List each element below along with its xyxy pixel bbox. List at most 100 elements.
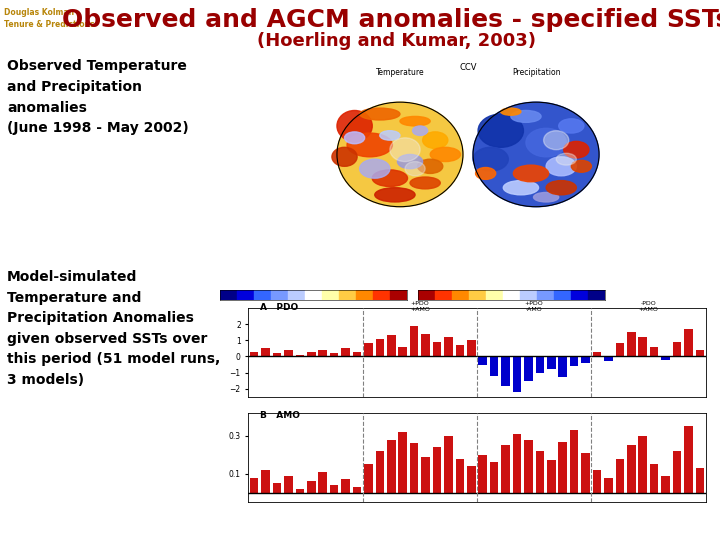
Text: Douglas Kolman: Douglas Kolman [4, 8, 73, 17]
Ellipse shape [473, 147, 508, 171]
Bar [469, 290, 486, 300]
Bar [536, 290, 554, 300]
Bar [250, 477, 258, 492]
Bar [356, 290, 373, 300]
Bar [501, 356, 510, 386]
Bar [284, 476, 293, 492]
Bar [639, 337, 647, 356]
Bar [604, 477, 613, 492]
Bar [318, 472, 327, 492]
Ellipse shape [347, 133, 392, 157]
Ellipse shape [511, 111, 541, 123]
Bar [684, 427, 693, 492]
Text: Precipitation: Precipitation [512, 68, 560, 77]
Ellipse shape [556, 153, 577, 165]
Bar [503, 290, 520, 300]
Text: Observed Temperature
and Precipitation
anomalies
(June 1998 - May 2002): Observed Temperature and Precipitation a… [7, 59, 189, 135]
Bar [547, 461, 556, 492]
Bar [376, 339, 384, 356]
Bar [593, 352, 601, 356]
Bar [373, 290, 390, 300]
Bar [376, 451, 384, 492]
Bar [273, 353, 282, 356]
Bar [547, 356, 556, 369]
Bar [261, 348, 270, 356]
Bar [513, 356, 521, 392]
Bar [456, 345, 464, 356]
Bar [418, 290, 435, 300]
Ellipse shape [572, 160, 592, 172]
Ellipse shape [405, 161, 426, 176]
Bar [220, 290, 237, 300]
Bar [490, 356, 498, 376]
Bar [398, 347, 407, 356]
Bar [581, 356, 590, 363]
Text: Observed and AGCM anomalies - specified SSTs: Observed and AGCM anomalies - specified … [62, 8, 720, 32]
Polygon shape [337, 102, 463, 207]
Bar [696, 350, 704, 356]
Ellipse shape [372, 170, 408, 186]
Bar [273, 483, 282, 492]
Bar [650, 347, 659, 356]
Ellipse shape [501, 108, 521, 115]
Bar [305, 290, 322, 300]
Text: Tenure & Predictions: Tenure & Predictions [4, 20, 94, 29]
Bar [661, 476, 670, 492]
Bar [520, 290, 536, 300]
Text: A   PDO: A PDO [260, 303, 298, 312]
Bar [295, 355, 304, 356]
Ellipse shape [423, 132, 448, 148]
Bar [444, 436, 453, 492]
Text: B   AMO: B AMO [260, 411, 300, 420]
Bar [627, 332, 636, 356]
Bar [288, 290, 305, 300]
Ellipse shape [546, 180, 577, 195]
Bar [261, 470, 270, 492]
Bar [338, 290, 356, 300]
Bar [650, 464, 659, 492]
Ellipse shape [418, 159, 443, 173]
Bar [456, 458, 464, 492]
Bar [421, 334, 430, 356]
Bar [467, 340, 476, 356]
Bar [433, 342, 441, 356]
Bar [451, 290, 469, 300]
Bar [284, 350, 293, 356]
Bar [410, 443, 418, 492]
Ellipse shape [478, 114, 523, 147]
Bar [435, 290, 451, 300]
Ellipse shape [332, 147, 357, 166]
Bar [559, 442, 567, 492]
Bar [467, 466, 476, 492]
Bar [364, 464, 373, 492]
Ellipse shape [380, 131, 400, 140]
Text: Temperature: Temperature [376, 68, 424, 77]
Bar [571, 290, 588, 300]
Bar [672, 451, 681, 492]
Bar [322, 290, 338, 300]
Ellipse shape [337, 111, 372, 141]
Bar [684, 329, 693, 356]
Bar [627, 446, 636, 492]
Ellipse shape [360, 108, 400, 120]
Bar [588, 290, 605, 300]
Text: -PDO
+AMO: -PDO +AMO [639, 301, 658, 312]
Bar [661, 356, 670, 360]
Ellipse shape [503, 180, 539, 195]
Ellipse shape [544, 131, 569, 150]
Ellipse shape [397, 154, 423, 168]
Ellipse shape [374, 188, 415, 202]
Polygon shape [473, 102, 599, 207]
Ellipse shape [360, 159, 390, 178]
Bar [604, 356, 613, 361]
Ellipse shape [390, 138, 420, 161]
Bar [513, 434, 521, 492]
Bar [616, 458, 624, 492]
Text: +PDO
-AMO: +PDO -AMO [525, 301, 544, 312]
Bar [387, 440, 395, 492]
Ellipse shape [413, 126, 428, 136]
Bar [390, 290, 407, 300]
Bar [559, 356, 567, 377]
Text: CCV: CCV [459, 63, 477, 72]
Ellipse shape [410, 177, 440, 189]
